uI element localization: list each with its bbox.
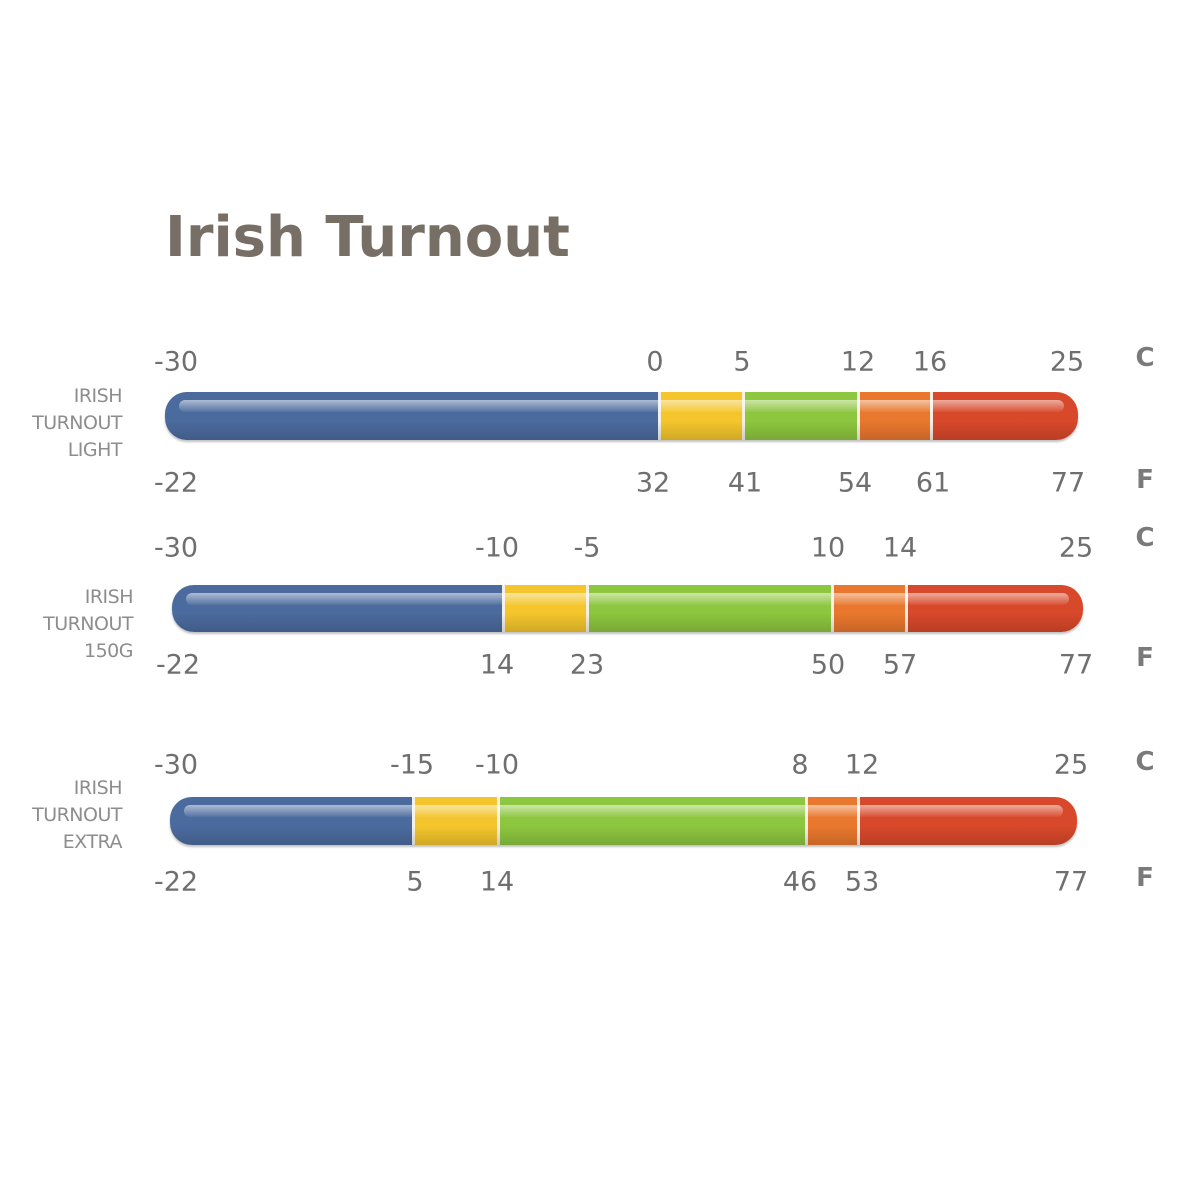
fahrenheit-tick-label: 77 bbox=[1050, 467, 1086, 499]
bar-segment bbox=[502, 585, 589, 632]
celsius-tick-label: -10 bbox=[474, 532, 520, 564]
celsius-tick-label: 8 bbox=[791, 749, 809, 781]
fahrenheit-tick-label: 41 bbox=[727, 467, 763, 499]
fahrenheit-tick-label: 61 bbox=[915, 467, 951, 499]
fahrenheit-tick-label: -22 bbox=[153, 866, 199, 898]
celsius-tick-label: 0 bbox=[646, 346, 664, 378]
series-label: IRISH TURNOUT 150G bbox=[43, 584, 133, 665]
bar-segment bbox=[930, 392, 1078, 440]
temperature-bar bbox=[172, 585, 1083, 632]
fahrenheit-tick-label: 14 bbox=[479, 649, 515, 681]
bar-segment bbox=[857, 797, 1077, 845]
celsius-tick-label: 16 bbox=[912, 346, 948, 378]
bar-segment bbox=[742, 392, 860, 440]
fahrenheit-unit-label: F bbox=[1136, 863, 1154, 893]
fahrenheit-tick-label: 77 bbox=[1058, 649, 1094, 681]
fahrenheit-tick-label: 50 bbox=[810, 649, 846, 681]
series-label-line: LIGHT bbox=[67, 439, 123, 461]
celsius-tick-label: -30 bbox=[153, 749, 199, 781]
celsius-tick-label: -10 bbox=[474, 749, 520, 781]
celsius-tick-label: 25 bbox=[1049, 346, 1085, 378]
fahrenheit-tick-label: -22 bbox=[153, 467, 199, 499]
celsius-tick-label: 12 bbox=[840, 346, 876, 378]
celsius-tick-label: -5 bbox=[573, 532, 601, 564]
temperature-bar bbox=[170, 797, 1077, 845]
fahrenheit-tick-label: -22 bbox=[155, 649, 201, 681]
bar-segment bbox=[857, 392, 933, 440]
series-label-line: EXTRA bbox=[62, 831, 123, 853]
series-label-line: IRISH bbox=[73, 385, 123, 407]
fahrenheit-tick-label: 23 bbox=[569, 649, 605, 681]
bar-segment bbox=[172, 585, 502, 632]
celsius-unit-label: C bbox=[1135, 747, 1155, 777]
bar-segment bbox=[658, 392, 745, 440]
bar-segment bbox=[805, 797, 860, 845]
celsius-tick-label: 12 bbox=[844, 749, 880, 781]
series-label-line: 150G bbox=[84, 640, 133, 662]
series-label: IRISH TURNOUT LIGHT bbox=[32, 383, 122, 464]
bar-segment bbox=[831, 585, 908, 632]
fahrenheit-unit-label: F bbox=[1136, 643, 1154, 673]
series-label-line: IRISH bbox=[84, 586, 134, 608]
celsius-tick-label: 25 bbox=[1053, 749, 1089, 781]
series-label-line: TURNOUT bbox=[43, 613, 133, 635]
celsius-tick-label: -30 bbox=[153, 346, 199, 378]
bar-segment bbox=[412, 797, 500, 845]
fahrenheit-tick-label: 5 bbox=[406, 866, 424, 898]
fahrenheit-tick-label: 53 bbox=[844, 866, 880, 898]
celsius-tick-label: -15 bbox=[389, 749, 435, 781]
bar-segment bbox=[905, 585, 1083, 632]
fahrenheit-tick-label: 77 bbox=[1053, 866, 1089, 898]
bar-segment bbox=[165, 392, 658, 440]
celsius-unit-label: C bbox=[1135, 523, 1155, 553]
bar-segment bbox=[497, 797, 808, 845]
fahrenheit-tick-label: 14 bbox=[479, 866, 515, 898]
celsius-tick-label: -30 bbox=[153, 532, 199, 564]
temperature-bar bbox=[165, 392, 1078, 440]
celsius-tick-label: 5 bbox=[733, 346, 751, 378]
celsius-tick-label: 10 bbox=[810, 532, 846, 564]
series-label-line: TURNOUT bbox=[32, 412, 122, 434]
series-label-line: IRISH bbox=[73, 777, 123, 799]
celsius-tick-label: 25 bbox=[1058, 532, 1094, 564]
fahrenheit-unit-label: F bbox=[1136, 465, 1154, 495]
series-label: IRISH TURNOUT EXTRA bbox=[32, 775, 122, 856]
chart-title: Irish Turnout bbox=[165, 205, 570, 270]
series-label-line: TURNOUT bbox=[32, 804, 122, 826]
fahrenheit-tick-label: 54 bbox=[837, 467, 873, 499]
bar-segment bbox=[586, 585, 834, 632]
fahrenheit-tick-label: 46 bbox=[782, 866, 818, 898]
bar-segment bbox=[170, 797, 412, 845]
fahrenheit-tick-label: 57 bbox=[882, 649, 918, 681]
fahrenheit-tick-label: 32 bbox=[635, 467, 671, 499]
celsius-unit-label: C bbox=[1135, 343, 1155, 373]
celsius-tick-label: 14 bbox=[882, 532, 918, 564]
